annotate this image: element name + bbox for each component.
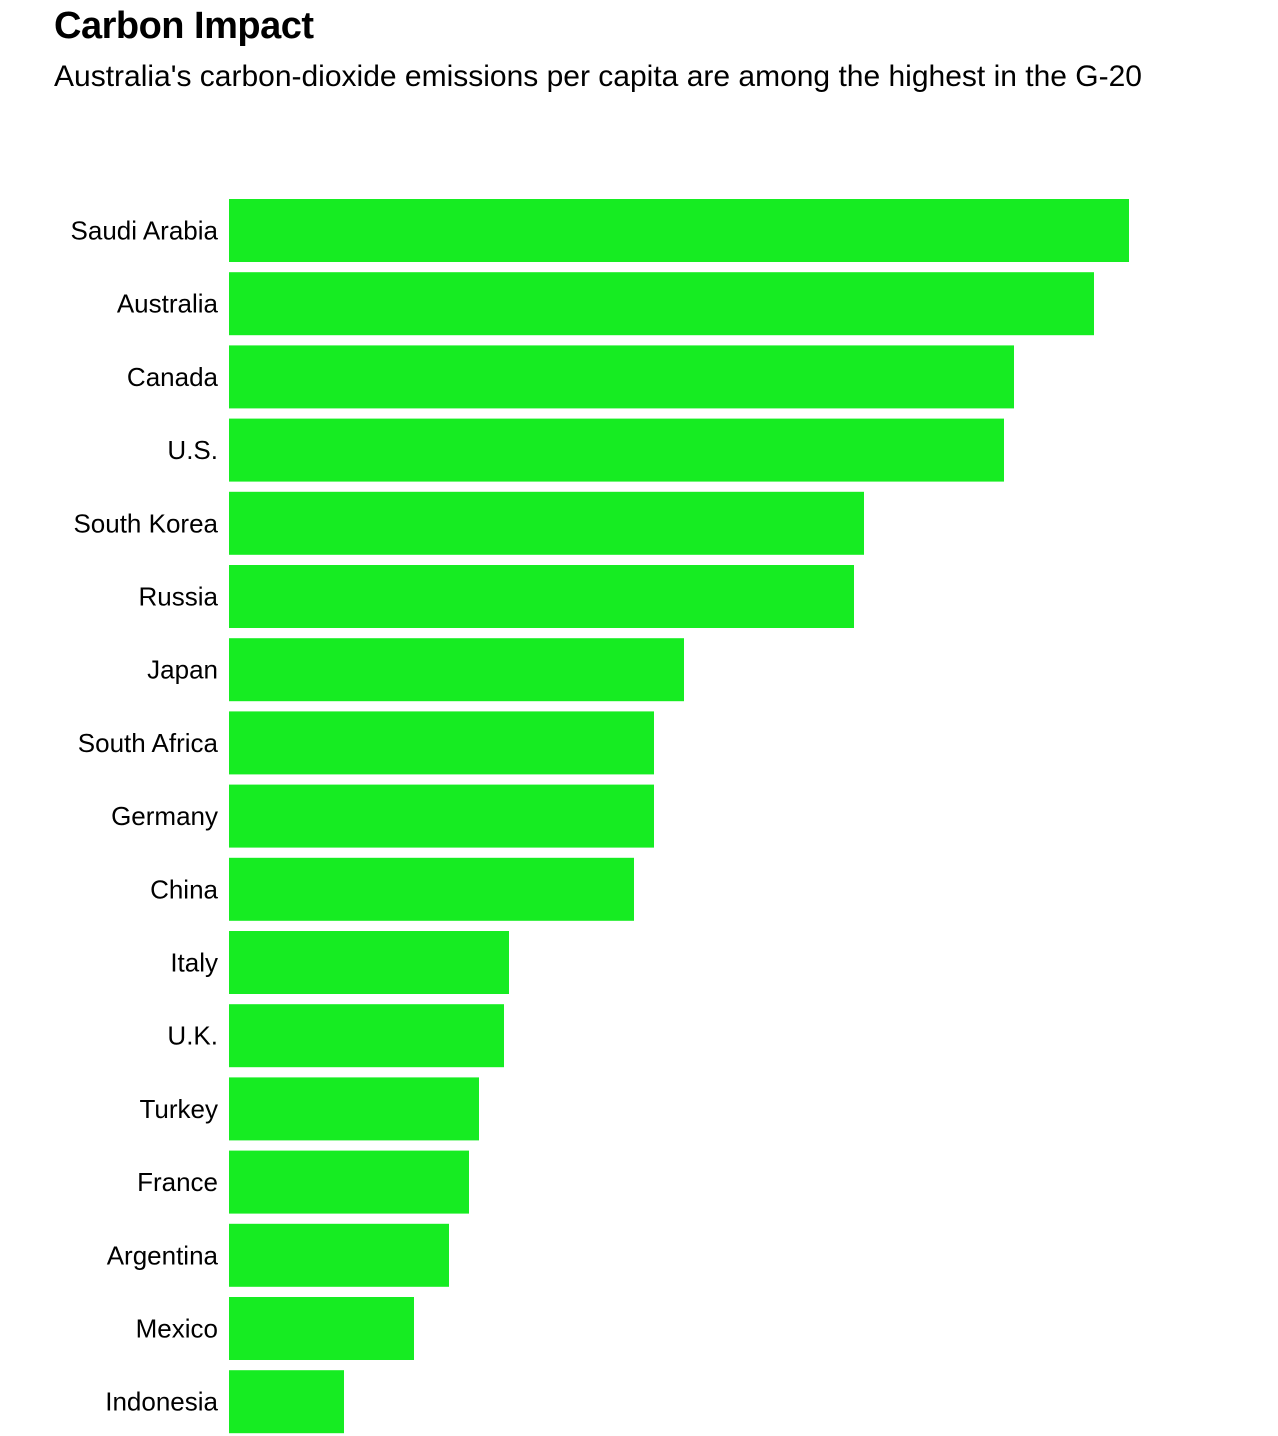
category-label-saudi-arabia: Saudi Arabia [71,216,219,246]
category-label-france: France [137,1167,218,1197]
category-label-south-africa: South Africa [78,728,219,758]
bar-mexico [229,1297,414,1360]
bar-france [229,1150,469,1214]
bar-italy [229,931,509,994]
chart-title: Carbon Impact [54,5,314,47]
category-label-argentina: Argentina [107,1240,219,1270]
bar-south-africa [229,711,654,775]
bar-u-k [229,1004,504,1068]
category-label-indonesia: Indonesia [105,1387,218,1417]
category-label-turkey: Turkey [140,1094,219,1124]
bar-china [229,857,634,921]
bars-group [229,199,1129,1434]
bar-south-korea [229,491,864,555]
chart-subtitle: Australia's carbon-dioxide emissions per… [54,60,1142,93]
category-label-u-s: U.S. [167,435,218,465]
bar-u-s [229,418,1004,482]
category-label-italy: Italy [170,948,218,978]
bar-indonesia [229,1370,344,1434]
category-labels: Saudi Arabia Australia Canada U.S. South Kor… [71,216,219,1417]
category-label-mexico: Mexico [136,1314,218,1344]
category-label-russia: Russia [139,582,219,612]
bar-saudi-arabia [229,199,1129,262]
category-label-japan: Japan [147,655,218,685]
bar-canada [229,345,1014,409]
bar-germany [229,784,654,848]
category-label-canada: Canada [127,362,219,392]
category-label-china: China [150,874,218,904]
category-label-germany: Germany [111,801,218,831]
category-label-south-korea: South Korea [73,508,218,538]
bar-turkey [229,1077,479,1141]
bar-japan [229,638,684,702]
category-label-australia: Australia [117,289,219,319]
bar-russia [229,565,854,628]
category-label-u-k: U.K. [167,1021,218,1051]
bar-argentina [229,1223,449,1287]
bar-australia [229,272,1094,336]
